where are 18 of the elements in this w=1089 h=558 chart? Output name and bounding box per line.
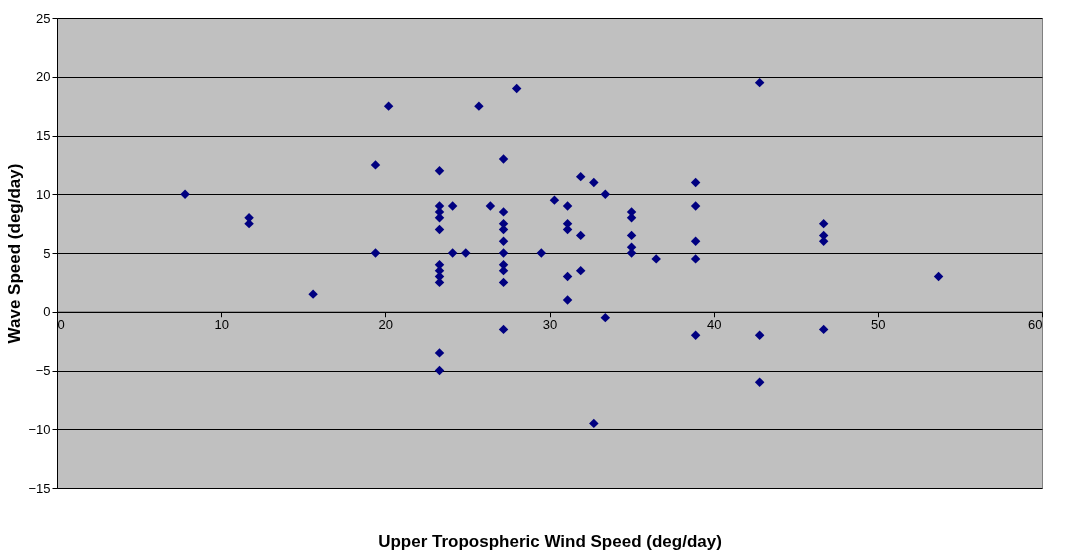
x-tick-label: 10 bbox=[214, 317, 229, 333]
x-tick-label: 30 bbox=[542, 317, 558, 333]
y-tick-label: 0 bbox=[43, 304, 51, 320]
y-axis-title: Wave Speed (deg/day) bbox=[5, 163, 25, 344]
y-tick-label: 25 bbox=[36, 10, 51, 26]
y-tick-label: −10 bbox=[28, 421, 51, 437]
x-tick-label: 20 bbox=[378, 317, 394, 333]
y-tick-label: 5 bbox=[43, 245, 51, 261]
x-tick-label: 60 bbox=[1028, 317, 1043, 333]
x-axis-title: Upper Tropospheric Wind Speed (deg/day) bbox=[378, 531, 722, 551]
y-tick-label: −15 bbox=[28, 480, 51, 496]
x-tick-label: 40 bbox=[706, 317, 722, 333]
y-tick-label: 20 bbox=[36, 69, 51, 85]
y-tick-label: −5 bbox=[35, 363, 51, 378]
y-tick-label: 10 bbox=[36, 186, 51, 202]
y-tick-label: 15 bbox=[36, 128, 51, 143]
x-tick-label: 50 bbox=[871, 317, 886, 333]
x-tick-label: 0 bbox=[57, 317, 65, 333]
